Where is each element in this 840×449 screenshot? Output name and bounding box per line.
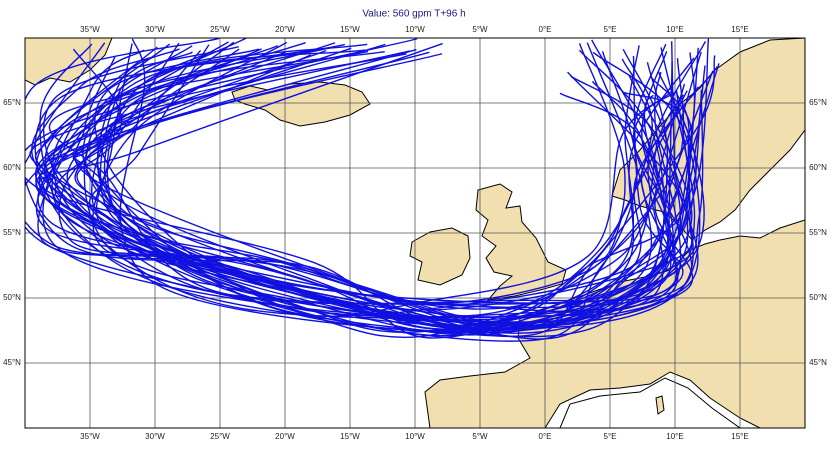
trajectory bbox=[38, 51, 669, 319]
lon-label-bottom: 10°E bbox=[666, 432, 683, 441]
lat-label-right: 65°N bbox=[809, 98, 827, 107]
mediterranean bbox=[559, 377, 741, 428]
trajectory bbox=[39, 38, 710, 338]
lon-label-top: 5°W bbox=[472, 25, 488, 34]
lat-label-left: 60°N bbox=[3, 163, 21, 172]
lon-label-bottom: 35°W bbox=[80, 432, 100, 441]
lon-label-top: 15°W bbox=[340, 25, 360, 34]
lon-label-top: 0°E bbox=[539, 25, 552, 34]
trajectory bbox=[52, 38, 681, 331]
lon-label-bottom: 5°W bbox=[472, 432, 488, 441]
lon-label-bottom: 0°E bbox=[539, 432, 552, 441]
great-britain bbox=[475, 183, 567, 301]
map-frame bbox=[24, 37, 806, 429]
lat-label-right: 55°N bbox=[809, 228, 827, 237]
trajectory bbox=[74, 47, 696, 337]
lon-label-top: 10°E bbox=[666, 25, 683, 34]
corsica bbox=[655, 395, 665, 415]
trajectory bbox=[29, 50, 697, 327]
lon-label-top: 5°E bbox=[604, 25, 617, 34]
lat-label-right: 45°N bbox=[809, 358, 827, 367]
lon-label-bottom: 15°E bbox=[731, 432, 748, 441]
lon-label-top: 15°E bbox=[731, 25, 748, 34]
trajectory bbox=[35, 48, 693, 331]
lon-label-bottom: 30°W bbox=[145, 432, 165, 441]
trajectories bbox=[25, 38, 720, 342]
lon-label-bottom: 20°W bbox=[275, 432, 295, 441]
trajectory bbox=[92, 41, 670, 329]
lat-label-right: 50°N bbox=[809, 293, 827, 302]
ireland bbox=[409, 227, 471, 286]
lon-label-bottom: 5°E bbox=[604, 432, 617, 441]
lat-label-left: 45°N bbox=[3, 358, 21, 367]
lon-label-bottom: 10°W bbox=[405, 432, 425, 441]
lon-label-top: 35°W bbox=[80, 25, 100, 34]
lon-label-top: 30°W bbox=[145, 25, 165, 34]
trajectory bbox=[37, 43, 640, 327]
map-title: Value: 560 gpm T+96 h bbox=[362, 9, 465, 20]
lat-label-left: 50°N bbox=[3, 293, 21, 302]
trajectory bbox=[38, 42, 690, 339]
lat-label-left: 55°N bbox=[3, 228, 21, 237]
lat-label-right: 60°N bbox=[809, 163, 827, 172]
lon-label-top: 25°W bbox=[210, 25, 230, 34]
trajectory bbox=[119, 38, 672, 333]
lon-label-bottom: 25°W bbox=[210, 432, 230, 441]
lon-label-top: 20°W bbox=[275, 25, 295, 34]
lon-label-bottom: 15°W bbox=[340, 432, 360, 441]
lon-label-top: 10°W bbox=[405, 25, 425, 34]
lat-label-left: 65°N bbox=[3, 98, 21, 107]
